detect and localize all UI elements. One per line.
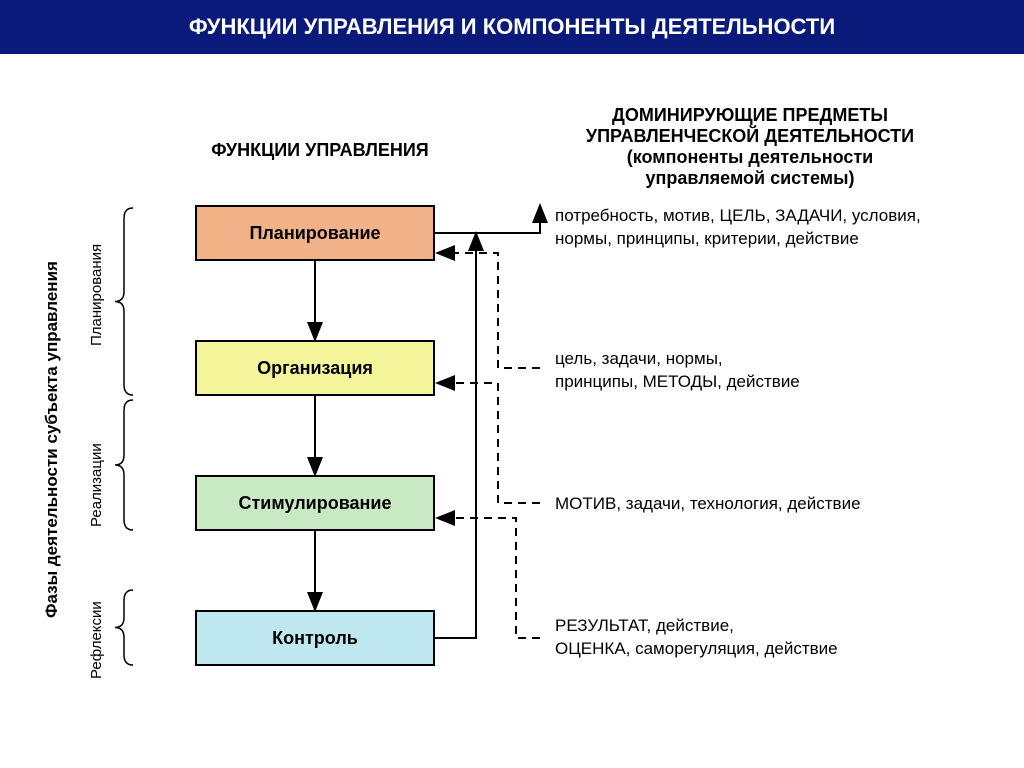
function-box-label: Планирование <box>249 223 380 244</box>
dashed-arrow-2 <box>437 518 540 638</box>
phase-label-2: Рефлексии <box>88 580 105 700</box>
function-box-label: Стимулирование <box>238 493 391 514</box>
description-0: потребность, мотив, ЦЕЛЬ, ЗАДАЧИ, услови… <box>555 205 955 251</box>
brace-0 <box>115 208 133 395</box>
function-box-1: Организация <box>195 340 435 396</box>
function-box-3: Контроль <box>195 610 435 666</box>
left-column-header: ФУНКЦИИ УПРАВЛЕНИЯ <box>160 140 480 161</box>
dashed-arrow-1 <box>437 383 540 503</box>
function-box-2: Стимулирование <box>195 475 435 531</box>
description-2: МОТИВ, задачи, технология, действие <box>555 493 955 516</box>
function-box-label: Контроль <box>272 628 358 649</box>
title-bar: ФУНКЦИИ УПРАВЛЕНИЯ И КОМПОНЕНТЫ ДЕЯТЕЛЬН… <box>0 0 1024 54</box>
brace-1 <box>115 400 133 530</box>
main-phase-label: Фазы деятельности субъекта управления <box>42 210 62 670</box>
phase-label-0: Планирования <box>88 210 105 380</box>
description-3: РЕЗУЛЬТАТ, действие, ОЦЕНКА, саморегуляц… <box>555 615 955 661</box>
description-1: цель, задачи, нормы, принципы, МЕТОДЫ, д… <box>555 348 955 394</box>
function-box-0: Планирование <box>195 205 435 261</box>
page-title: ФУНКЦИИ УПРАВЛЕНИЯ И КОМПОНЕНТЫ ДЕЯТЕЛЬН… <box>189 14 835 39</box>
function-box-label: Организация <box>257 358 373 379</box>
solid-arrow-4 <box>435 233 476 638</box>
phase-label-1: Реализации <box>88 400 105 570</box>
dashed-arrow-0 <box>437 253 540 368</box>
right-column-header: ДОМИНИРУЮЩИЕ ПРЕДМЕТЫ УПРАВЛЕНЧЕСКОЙ ДЕЯ… <box>540 105 960 189</box>
solid-arrow-3 <box>435 205 540 233</box>
brace-2 <box>115 590 133 665</box>
